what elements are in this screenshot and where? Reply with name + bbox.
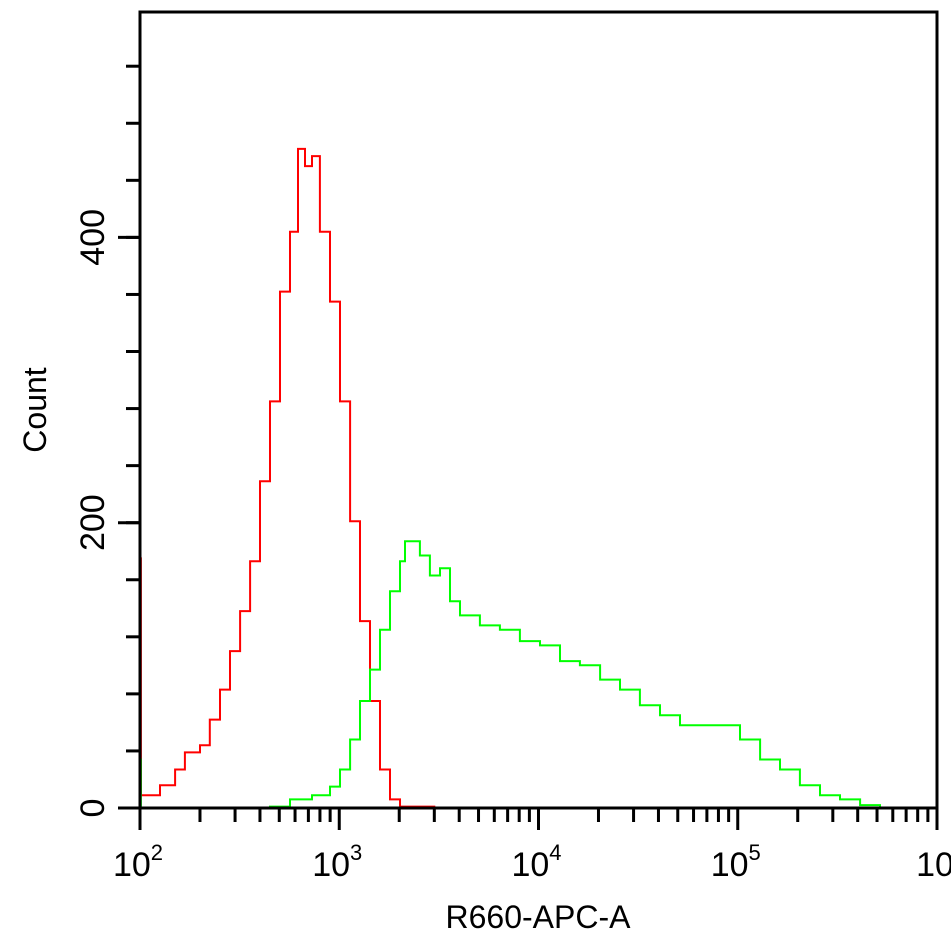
y-tick-label: 400 xyxy=(74,209,112,266)
series-line-stained xyxy=(139,540,881,809)
plot-frame xyxy=(138,10,939,810)
y-axis-title: Count xyxy=(17,367,53,453)
ticks-layer: 102 103 104 105 10 0 200 400 xyxy=(74,64,951,884)
x-tick-label: 10 xyxy=(916,846,951,884)
series-layer xyxy=(139,147,881,809)
x-tick-label: 104 xyxy=(511,840,561,884)
x-tick-label: 102 xyxy=(113,840,163,884)
x-tick-label: 103 xyxy=(312,840,362,884)
series-line-control xyxy=(139,147,634,809)
y-tick-label: 200 xyxy=(74,494,112,551)
x-tick-label: 105 xyxy=(711,840,761,884)
x-axis-title: R660-APC-A xyxy=(446,899,632,935)
y-tick-label: 0 xyxy=(74,799,112,818)
